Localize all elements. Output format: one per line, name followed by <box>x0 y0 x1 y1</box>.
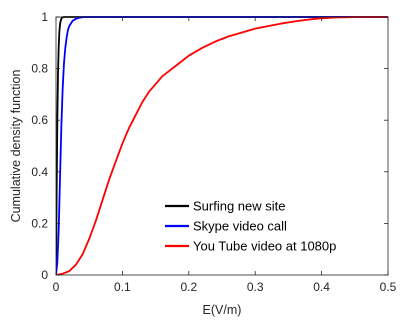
x-tick-label: 0.4 <box>313 280 330 294</box>
y-tick-label: 0.6 <box>31 113 48 127</box>
x-tick-label: 0.2 <box>180 280 197 294</box>
series-line-3 <box>56 16 388 275</box>
legend-label-2: Skype video call <box>193 219 287 234</box>
y-tick-label: 0 <box>41 268 48 282</box>
x-tick-label: 0.1 <box>114 280 131 294</box>
x-tick-label: 0.5 <box>380 280 397 294</box>
x-axis-label: E(V/m) <box>203 303 242 317</box>
x-tick-label: 0 <box>53 280 60 294</box>
y-tick-label: 0.2 <box>31 216 48 230</box>
legend-label-1: Surfing new site <box>193 199 286 214</box>
x-tick-label: 0.3 <box>247 280 264 294</box>
y-tick-label: 0.4 <box>31 165 48 179</box>
y-axis-label: Cumulative density function <box>9 70 23 223</box>
legend: Surfing new site Skype video call You Tube… <box>165 199 336 254</box>
series-line-2 <box>56 16 388 275</box>
plot-frame <box>55 16 389 276</box>
y-tick-label: 0.8 <box>31 62 48 76</box>
y-tick-label: 1 <box>41 10 48 24</box>
axis-ticks: 0 0.1 0.2 0.3 0.4 0.5 0 0.2 0.4 0.6 0.8 1 <box>31 10 396 294</box>
legend-label-3: You Tube video at 1080p <box>193 239 336 254</box>
